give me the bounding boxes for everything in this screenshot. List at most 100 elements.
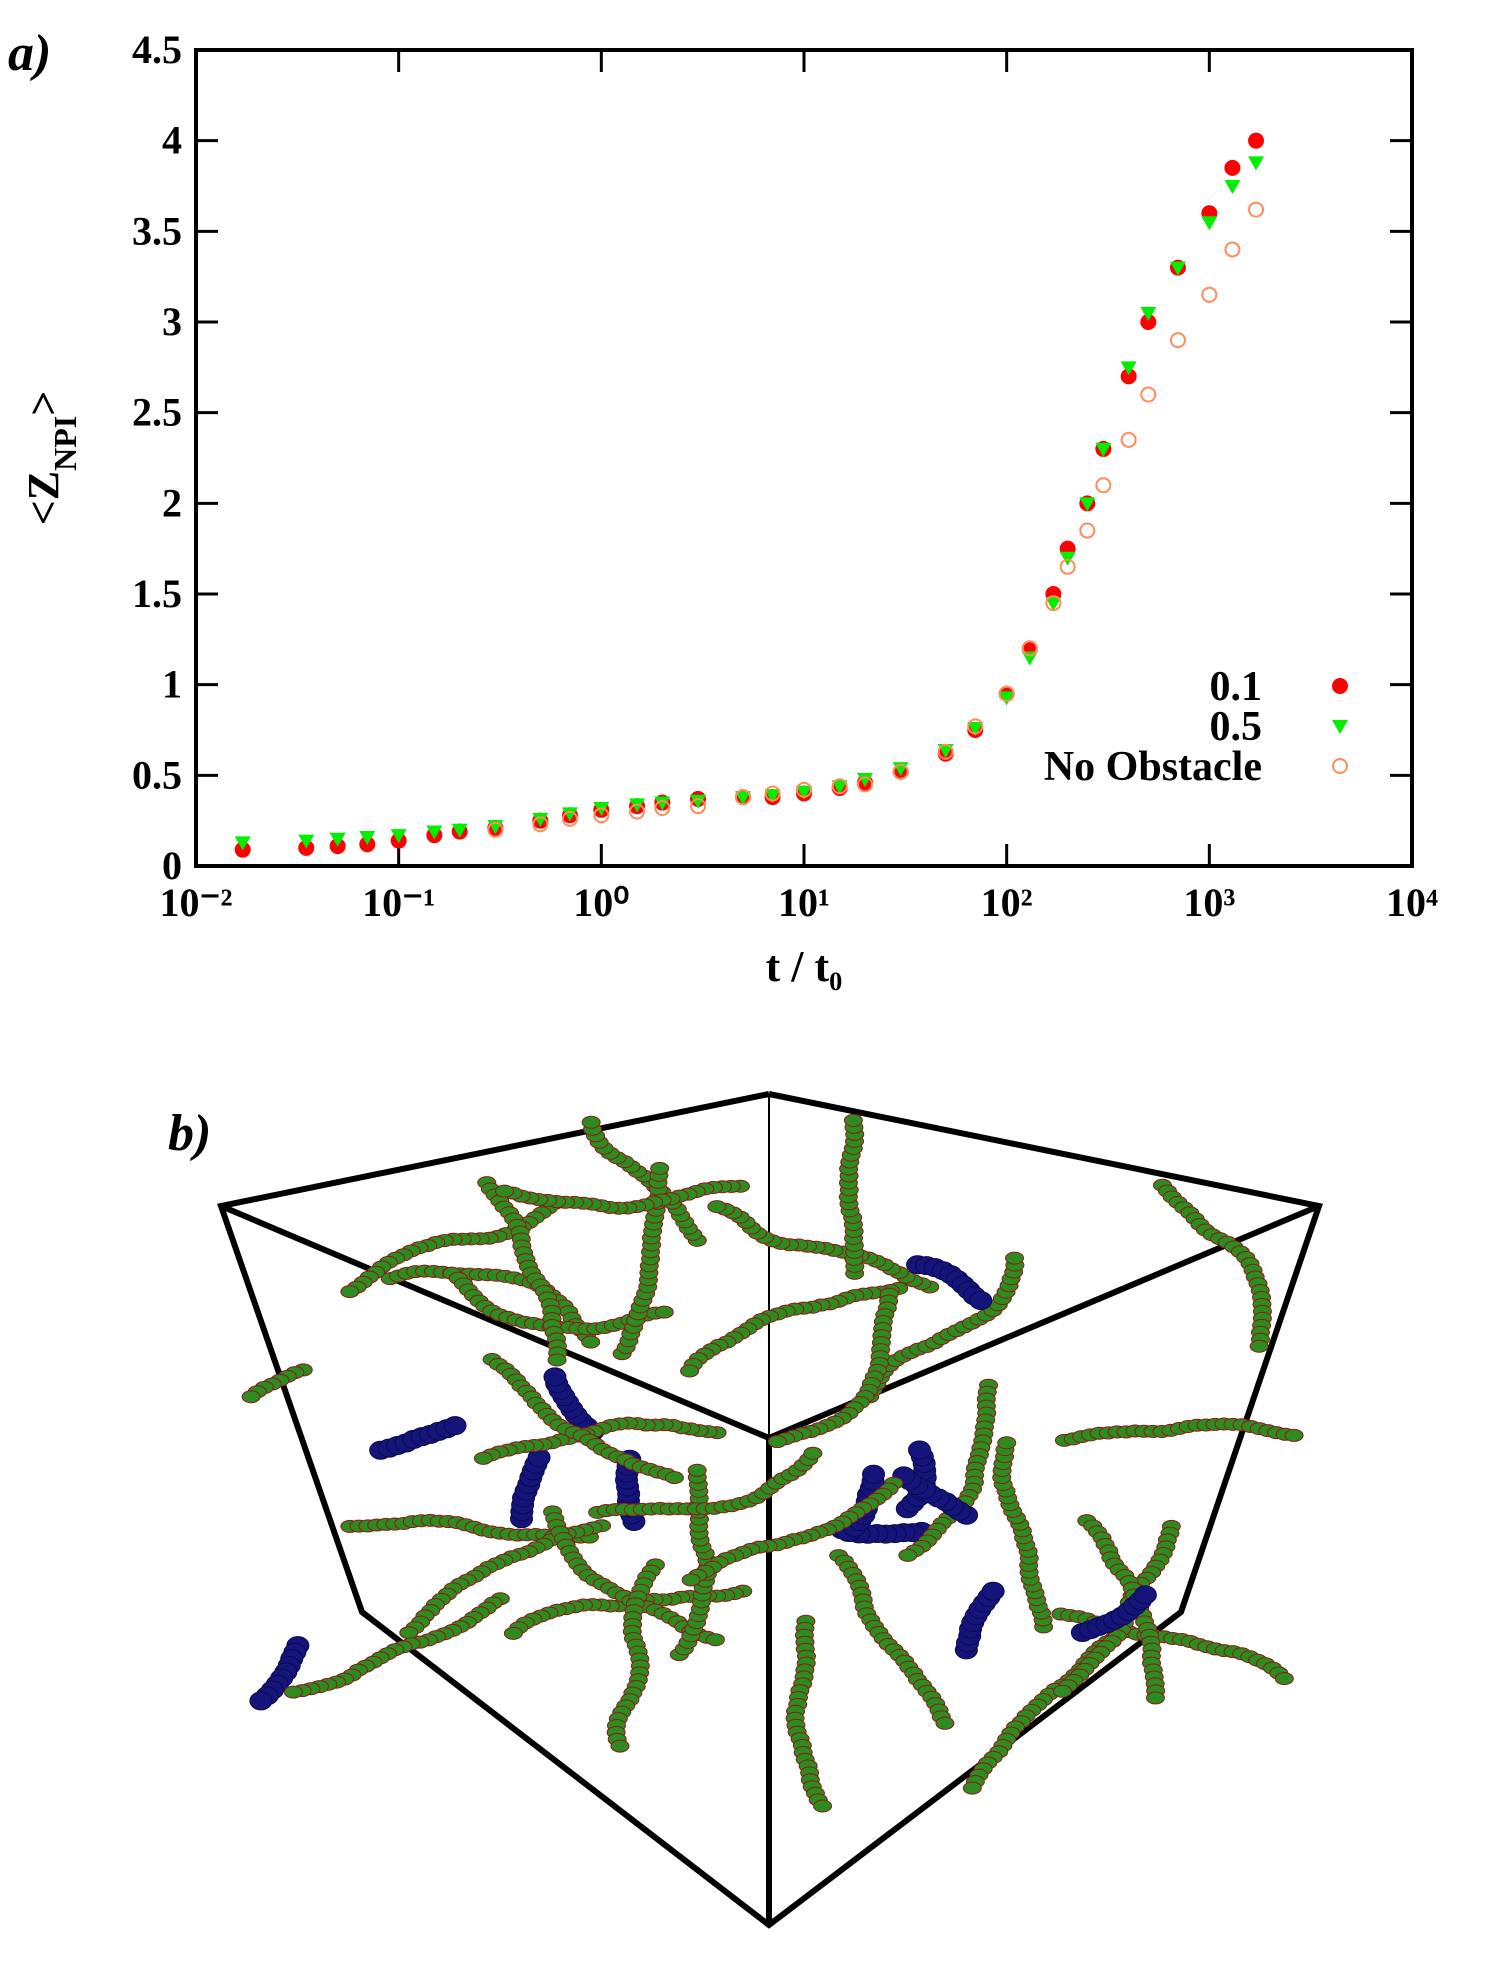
data-point [690,798,707,815]
particle [650,1161,670,1175]
particle [1274,1672,1294,1686]
data-point [1224,180,1241,194]
particle [1133,1585,1157,1605]
particle [543,1367,567,1387]
particle [1249,1339,1269,1353]
data-point [1140,306,1157,321]
particle [547,1353,567,1367]
particle [283,1685,303,1699]
legend-marker [1332,720,1348,734]
data-point [1201,286,1218,303]
particle [803,1446,823,1460]
y-axis-label-part: NPI [47,416,83,471]
data-point [1120,361,1137,376]
particle [681,1573,701,1587]
particle [705,1633,725,1647]
data-point [796,781,812,798]
data-point [1045,595,1062,612]
particle [581,1115,601,1129]
particle [1145,1691,1165,1705]
data-point [998,685,1015,702]
data-point [329,832,346,847]
particle [249,1691,273,1711]
data-point [1169,332,1186,349]
legend-marker [1332,678,1348,694]
data-point [451,823,468,838]
data-point [390,829,407,844]
data-point [764,785,781,802]
y-tick-label: 0 [162,843,182,888]
x-tick-label: 10³ [1183,880,1235,925]
data-point [937,743,954,758]
particle [581,1335,601,1349]
data-point [298,834,315,849]
particle [610,1739,630,1753]
data-point [426,825,443,840]
data-point [831,778,848,795]
data-point [1059,551,1076,566]
legend-marker [1332,758,1348,774]
x-tick-label: 10⁻² [159,880,232,925]
x-axis-label: t / t₀ [766,942,843,991]
data-point [654,796,671,811]
particle [495,1184,515,1198]
data-point [1059,558,1076,575]
data-point [937,743,954,760]
data-point [1201,216,1218,231]
x-tick-label: 10⁴ [1386,880,1438,925]
data-point [532,812,549,827]
y-tick-label: 3.5 [132,208,182,253]
data-point [857,776,874,793]
x-tick-label: 10⁰ [573,880,629,925]
y-tick-label: 1 [162,662,182,707]
y-tick-label: 1.5 [132,571,182,616]
particle [707,1200,727,1214]
data-point [1095,477,1112,494]
data-point [359,830,376,845]
data-point [1095,442,1112,457]
particle [503,1626,523,1640]
particle [654,1305,674,1319]
x-tick-label: 10² [981,880,1033,925]
y-axis-label-part: <Z [19,471,68,525]
data-point [593,807,610,824]
data-point [764,789,781,804]
data-point [892,763,909,780]
particle [969,1291,993,1311]
panel-label: a) [8,25,51,82]
legend-label: No Obstacle [1044,744,1262,790]
data-point [796,785,812,800]
simulation-box [217,1091,1323,1929]
data-point [629,803,646,820]
y-tick-label: 0.5 [132,752,182,797]
particle [898,1548,918,1562]
data-point [234,836,251,851]
particle [340,1285,360,1299]
data-point [734,791,751,806]
data-point [654,799,671,816]
particle [687,1463,707,1477]
data-point [967,722,984,737]
data-point [690,794,707,809]
data-point [1120,431,1137,448]
legend-label: 0.5 [1210,704,1263,750]
y-tick-label: 4.5 [132,27,182,72]
data-point [561,807,578,822]
particle [1004,1251,1024,1265]
particle [907,1440,931,1460]
data-point [857,772,874,787]
y-axis-label-part: > [19,391,68,416]
particle [680,1364,700,1378]
data-point [1079,497,1096,512]
particle [997,1436,1017,1450]
data-point [487,821,504,838]
particle [241,1390,261,1404]
particle [981,1581,1005,1601]
y-axis-label: <ZNPI> [19,391,83,526]
y-tick-label: 2 [162,480,182,525]
data-point [998,691,1015,706]
x-tick-label: 10¹ [778,880,830,925]
particle [862,1464,886,1484]
data-point [532,816,549,833]
